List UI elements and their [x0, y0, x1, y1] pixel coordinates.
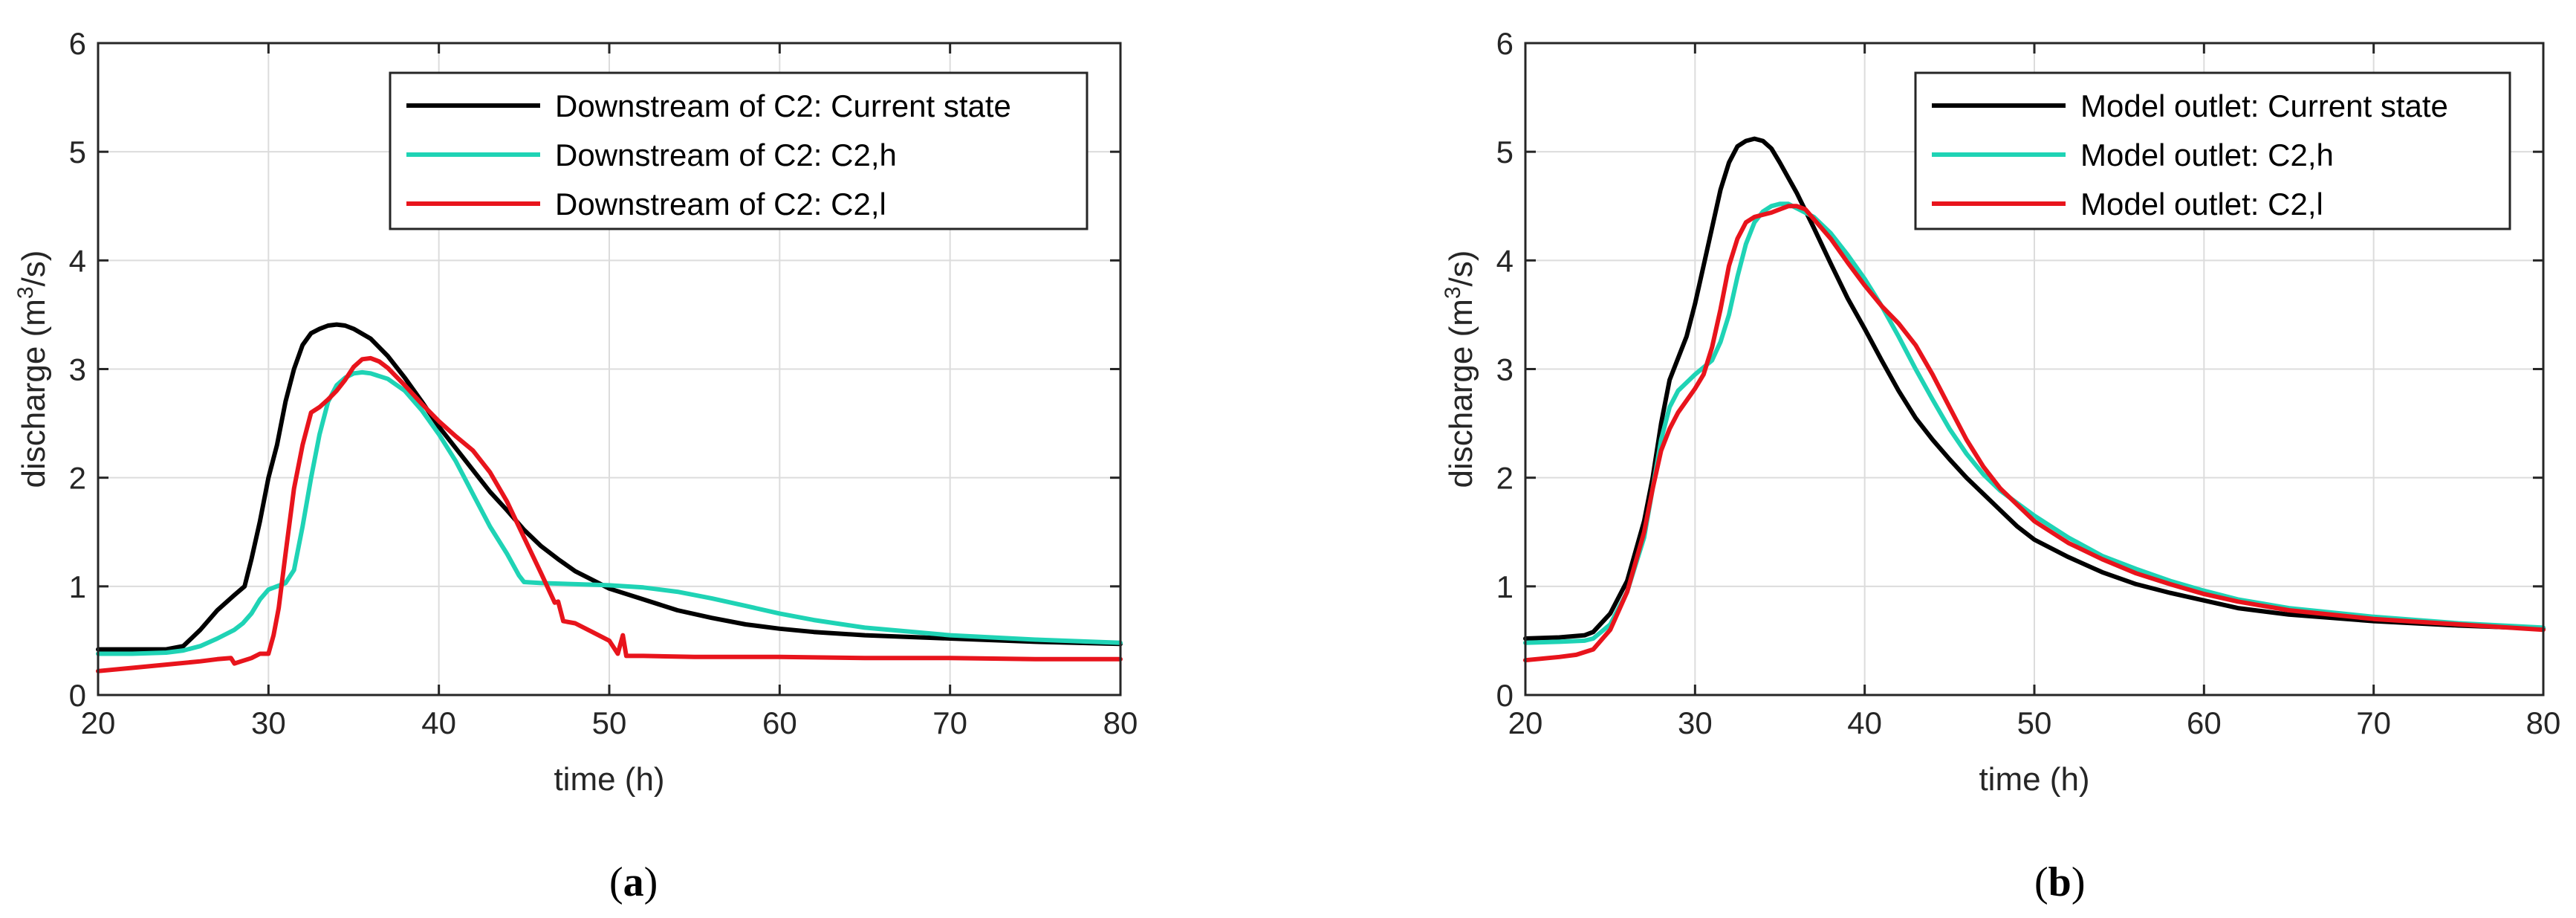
- subfigure-label-letter: b: [2048, 859, 2071, 905]
- y-tick-label: 0: [1496, 678, 1514, 713]
- y-tick-label: 5: [69, 135, 86, 169]
- x-tick-label: 70: [2356, 705, 2391, 740]
- chart-panel-a: 20 30 40 50 60 70 80 0 1 2 3 4 5 6 time (h) discharge (…: [13, 26, 1138, 905]
- subfigure-label-close: ): [644, 859, 658, 905]
- x-tick-label: 60: [2187, 705, 2222, 740]
- y-tick-label: 1: [69, 569, 86, 604]
- x-tick-label: 30: [251, 705, 286, 740]
- series-line-1: [96, 322, 1123, 652]
- legend-entry-2: Model outlet: C2,h: [2080, 138, 2334, 172]
- y-axis-label-superscript: 3: [1441, 286, 1465, 299]
- legend-entry-2: Downstream of C2: C2,h: [555, 138, 897, 172]
- x-axis-label: time (h): [554, 761, 664, 798]
- y-axis-label-main: discharge (m: [1443, 299, 1479, 488]
- series-line-3: [1523, 204, 2546, 663]
- y-axis-label-tail: /s): [1443, 250, 1479, 287]
- x-tick-label: 40: [421, 705, 456, 740]
- subfigure-label-open: (: [2034, 859, 2048, 905]
- subfigure-label: (a): [609, 859, 658, 905]
- legend-entry-1: Downstream of C2: Current state: [555, 88, 1011, 123]
- x-tick-label: 20: [81, 705, 116, 740]
- x-tick-label: 30: [1678, 705, 1713, 740]
- series-line-3: [96, 355, 1123, 673]
- y-tick-label: 0: [69, 678, 86, 713]
- subfigure-label: (b): [2034, 859, 2085, 905]
- x-tick-label: 40: [1847, 705, 1882, 740]
- legend: Downstream of C2: Current state Downstrea…: [389, 71, 1089, 230]
- subfigure-label-letter: a: [623, 859, 644, 905]
- x-tick-label: 80: [1103, 705, 1138, 740]
- y-axis-label-main: discharge (m: [16, 299, 52, 488]
- y-tick-label: 4: [1496, 243, 1514, 278]
- legend-entry-3: Model outlet: C2,l: [2080, 187, 2323, 222]
- x-tick-label: 70: [932, 705, 967, 740]
- y-axis-label-superscript: 3: [13, 286, 38, 299]
- x-tick-label: 50: [2017, 705, 2052, 740]
- y-axis-label: discharge (m3/s): [1441, 250, 1479, 488]
- y-axis-label: discharge (m3/s): [13, 250, 52, 488]
- legend: Model outlet: Current state Model outlet:…: [1914, 71, 2511, 230]
- legend-entry-3: Downstream of C2: C2,l: [555, 187, 886, 222]
- y-tick-label: 4: [69, 243, 86, 278]
- y-axis-label-tail: /s): [16, 250, 52, 287]
- x-tick-label: 60: [762, 705, 797, 740]
- x-tick-label: 50: [592, 705, 627, 740]
- y-tick-label: 2: [69, 461, 86, 496]
- y-tick-label: 1: [1496, 569, 1514, 604]
- subfigure-label-open: (: [609, 859, 623, 905]
- x-tick-label: 80: [2526, 705, 2561, 740]
- x-tick-label: 20: [1508, 705, 1543, 740]
- subfigure-label-close: ): [2071, 859, 2086, 905]
- y-tick-label: 5: [1496, 135, 1514, 169]
- chart-panel-b: 20 30 40 50 60 70 80 0 1 2 3 4 5 6 time (h) discharge (…: [1441, 26, 2560, 905]
- series-line-2: [96, 369, 1123, 656]
- y-tick-label: 2: [1496, 461, 1514, 496]
- y-tick-label: 3: [1496, 352, 1514, 387]
- x-axis-label: time (h): [1979, 761, 2089, 798]
- y-tick-label: 3: [69, 352, 86, 387]
- y-tick-label: 6: [1496, 26, 1514, 61]
- legend-entry-1: Model outlet: Current state: [2080, 88, 2448, 123]
- y-tick-label: 6: [69, 26, 86, 61]
